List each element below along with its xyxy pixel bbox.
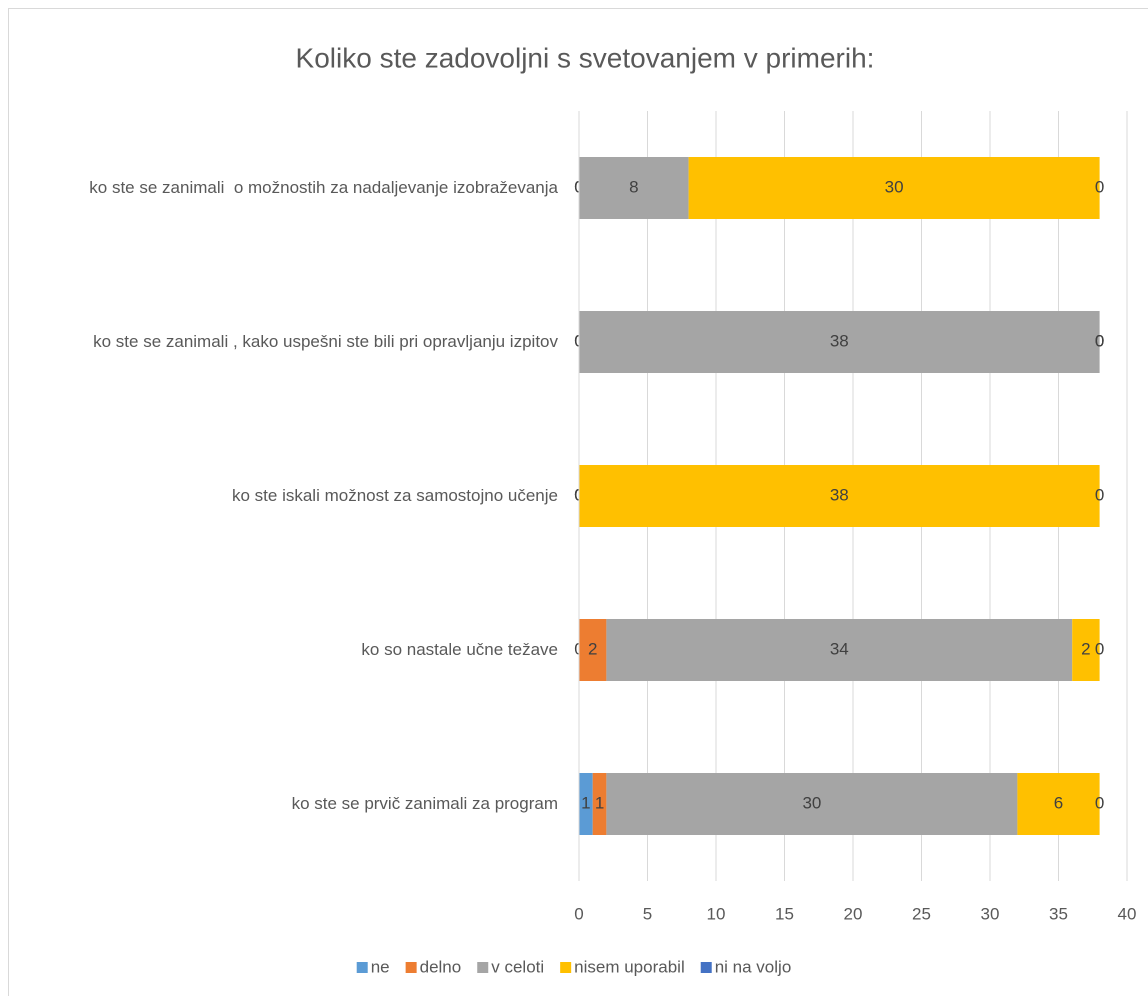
x-tick-label: 10: [707, 904, 726, 923]
legend-label: ne: [371, 957, 390, 976]
data-label: 38: [830, 331, 849, 350]
data-label: 0: [1095, 177, 1104, 196]
chart-title: Koliko ste zadovoljni s svetovanjem v pr…: [296, 42, 875, 73]
data-label: 0: [1095, 793, 1104, 812]
bar-segment: [579, 619, 607, 681]
legend-label: v celoti: [491, 957, 544, 976]
x-tick-label: 15: [775, 904, 794, 923]
bar-segment: [579, 773, 593, 835]
data-label: 1: [581, 793, 590, 812]
y-tick-label: ko so nastale učne težave: [361, 640, 558, 659]
legend-marker: [700, 962, 712, 973]
x-tick-label: 30: [981, 904, 1000, 923]
x-tick-label: 5: [643, 904, 652, 923]
data-label: 6: [1054, 793, 1063, 812]
x-tick-label: 20: [844, 904, 863, 923]
x-tick-label: 35: [1049, 904, 1068, 923]
y-tick-label: ko ste se zanimali o možnostih za nadalj…: [89, 178, 558, 197]
data-label: 0: [1095, 331, 1104, 350]
chart-border: [8, 8, 1148, 996]
legend-marker: [356, 962, 368, 973]
data-label: 34: [830, 639, 849, 658]
data-label: 8: [629, 177, 638, 196]
y-tick-label: ko ste se prvič zanimali za program: [291, 794, 558, 813]
bar-segment: [1072, 619, 1100, 681]
data-label: 38: [830, 485, 849, 504]
bar-segment: [606, 773, 1018, 835]
x-tick-label: 0: [574, 904, 583, 923]
legend-label: delno: [420, 957, 462, 976]
y-tick-label: ko ste iskali možnost za samostojno učen…: [232, 486, 558, 505]
y-tick-label: ko ste se zanimali , kako uspešni ste bi…: [93, 332, 558, 351]
bar-segment: [579, 465, 1100, 527]
data-label: 2: [1081, 639, 1090, 658]
legend-marker: [405, 962, 417, 973]
legend-label: nisem uporabil: [574, 957, 685, 976]
data-label: 0: [1095, 639, 1104, 658]
data-label: 30: [885, 177, 904, 196]
legend-marker: [477, 962, 489, 973]
data-label: 0: [1095, 485, 1104, 504]
legend-label: ni na voljo: [715, 957, 792, 976]
data-label: 30: [802, 793, 821, 812]
bar-segment: [579, 311, 1100, 373]
x-tick-label: 40: [1118, 904, 1137, 923]
bar-segment: [688, 157, 1100, 219]
bar-segment: [606, 619, 1073, 681]
legend-marker: [560, 962, 572, 973]
data-label: 0: [1095, 331, 1104, 350]
bar-segment: [592, 773, 607, 835]
data-label: 2: [588, 639, 597, 658]
x-tick-label: 25: [912, 904, 931, 923]
bar-segment: [1017, 773, 1100, 835]
bar-segment: [579, 157, 689, 219]
data-label: 1: [595, 793, 604, 812]
